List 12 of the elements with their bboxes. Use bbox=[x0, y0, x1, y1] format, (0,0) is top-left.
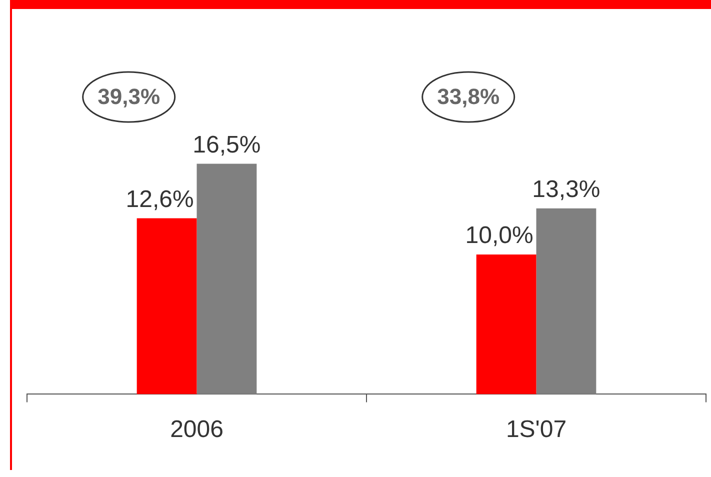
data-label: 10,0% bbox=[465, 222, 534, 250]
text: 39,3% bbox=[98, 84, 160, 110]
x-tick-label: 2006 bbox=[170, 416, 224, 444]
data-label: 16,5% bbox=[192, 131, 261, 158]
data-label: 13,3% bbox=[532, 176, 600, 204]
bar bbox=[536, 208, 596, 394]
bar bbox=[476, 254, 536, 394]
data-label: 12,6% bbox=[126, 186, 194, 213]
x-tick-label: 1S'07 bbox=[506, 416, 567, 444]
bar bbox=[136, 218, 197, 394]
text: 33,8% bbox=[437, 84, 500, 110]
bar bbox=[196, 164, 257, 394]
